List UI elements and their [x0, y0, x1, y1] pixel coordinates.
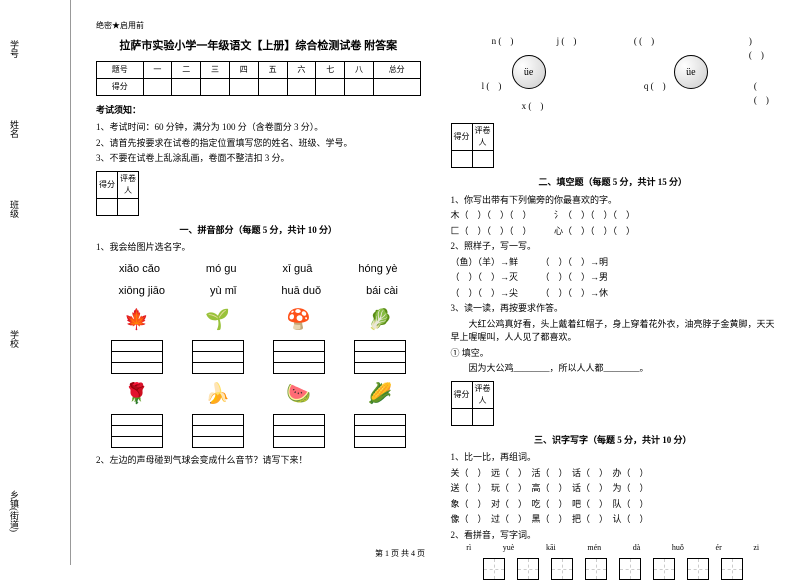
image-icon: 🥬: [364, 306, 396, 334]
char-box: [483, 558, 505, 580]
secret-label: 绝密★启用前: [96, 20, 421, 32]
char-box: [687, 558, 709, 580]
q-text: 1、比一比，再组词。: [451, 451, 776, 465]
fill-line: （ ）（ ）→灭 （ ）（ ）→男: [451, 271, 776, 285]
paragraph: 大红公鸡真好看，头上戴着红帽子，身上穿着花外衣，油亮脖子金黄脚，天天早上喔喔叫，…: [451, 318, 776, 345]
fill-line: 送（ ） 玩（ ） 高（ ） 话（ ） 为（ ）: [451, 482, 776, 496]
fill-line: 象（ ） 对（ ） 吃（ ） 吧（ ） 队（ ）: [451, 498, 776, 512]
notice-item: 1、考试时间：60 分钟，满分为 100 分（含卷面分 3 分）。: [96, 121, 421, 135]
page-footer: 第 1 页 共 4 页: [0, 548, 800, 559]
paper-title: 拉萨市实验小学一年级语文【上册】综合检测试卷 附答案: [96, 38, 421, 55]
char-box: [721, 558, 743, 580]
margin-label: 学校: [8, 330, 21, 348]
section-1-title: 一、拼音部分（每题 5 分，共计 10 分）: [96, 224, 421, 238]
writebox-row: [96, 338, 421, 376]
q2-text: 2、左边的声母碰到气球会变成什么音节？请写下来！: [96, 454, 421, 468]
pinyin-row: xiǎo cǎomó guxī guāhóng yè: [96, 261, 421, 278]
char-box: [619, 558, 641, 580]
icon-row: 🌹 🍌 🍉 🌽: [96, 380, 421, 408]
diagram-center: üe: [674, 55, 708, 89]
image-icon: 🍉: [283, 380, 315, 408]
margin-label: 班级: [8, 200, 21, 218]
section-2-title: 二、填空题（每题 5 分，共计 15 分）: [451, 176, 776, 190]
q-text: 2、照样子，写一写。: [451, 240, 776, 254]
fill-line: （ ）（ ）→尖 （ ）（ ）→休: [451, 287, 776, 301]
charbox-row: [451, 558, 776, 585]
diagram-node: üen ( )j ( )l ( )x ( ): [462, 30, 602, 110]
margin-label: 姓名: [8, 120, 21, 138]
image-icon: 🍌: [202, 380, 234, 408]
margin-label: 乡镇(街道): [8, 490, 21, 532]
score-box: 得分评卷人: [96, 171, 139, 216]
score-table: 题号一二三四五六七八总分 得分: [96, 61, 421, 96]
left-column: 绝密★启用前 拉萨市实验小学一年级语文【上册】综合检测试卷 附答案 题号一二三四…: [81, 20, 436, 545]
fill-line: 像（ ） 过（ ） 黑（ ） 把（ ） 认（ ）: [451, 513, 776, 527]
diagram-node: üe( ( )) ( )q ( )( ( ): [624, 30, 764, 110]
notice-item: 3、不要在试卷上乱涂乱画，卷面不整洁扣 3 分。: [96, 152, 421, 166]
q1-text: 1、我会给图片选名字。: [96, 241, 421, 255]
image-icon: 🌽: [364, 380, 396, 408]
fill-line: ① 填空。: [451, 347, 776, 361]
pinyin-row: xiōng jiāoyù mǐhuā duǒbái cài: [96, 283, 421, 300]
char-box: [517, 558, 539, 580]
score-box: 得分评卷人: [451, 123, 494, 168]
char-box: [585, 558, 607, 580]
content: 绝密★启用前 拉萨市实验小学一年级语文【上册】综合检测试卷 附答案 题号一二三四…: [71, 0, 800, 565]
icon-row: 🍁 🌱 🍄 🥬: [96, 306, 421, 334]
image-icon: 🍄: [283, 306, 315, 334]
image-icon: 🌹: [121, 380, 153, 408]
pinyin-diagram: üen ( )j ( )l ( )x ( ) üe( ( )) ( )q ( )…: [451, 30, 776, 110]
diagram-center: üe: [512, 55, 546, 89]
section-3-title: 三、识字写字（每题 5 分，共计 10 分）: [451, 434, 776, 448]
binding-margin: 学号 姓名 班级 学校 乡镇(街道): [0, 0, 71, 565]
notice-item: 2、请首先按要求在试卷的指定位置填写您的姓名、班级、学号。: [96, 137, 421, 151]
writebox-row: [96, 412, 421, 450]
fill-line: 木（ ）（ ）（ ） 氵（ ）（ ）（ ）: [451, 209, 776, 223]
fill-line: 匚（ ）（ ）（ ） 心（ ）（ ）（ ）: [451, 225, 776, 239]
score-box: 得分评卷人: [451, 381, 494, 426]
score-row-label: 得分: [97, 78, 144, 95]
q-text: 1、你写出带有下列偏旁的你最喜欢的字。: [451, 194, 776, 208]
char-box: [653, 558, 675, 580]
image-icon: 🌱: [202, 306, 234, 334]
right-column: üen ( )j ( )l ( )x ( ) üe( ( )) ( )q ( )…: [436, 20, 791, 545]
notice-heading: 考试须知：: [96, 104, 421, 118]
q-text: 3、读一读，再按要求作答。: [451, 302, 776, 316]
fill-line: （鱼）（羊）→鲜 （ ）（ ）→明: [451, 256, 776, 270]
char-box: [551, 558, 573, 580]
q-text: 2、看拼音，写字词。: [451, 529, 776, 543]
image-icon: 🍁: [121, 306, 153, 334]
margin-label: 学号: [8, 40, 21, 58]
fill-line: 关（ ） 远（ ） 活（ ） 话（ ） 办（ ）: [451, 467, 776, 481]
fill-line: 因为大公鸡________，所以人人都________。: [451, 362, 776, 376]
